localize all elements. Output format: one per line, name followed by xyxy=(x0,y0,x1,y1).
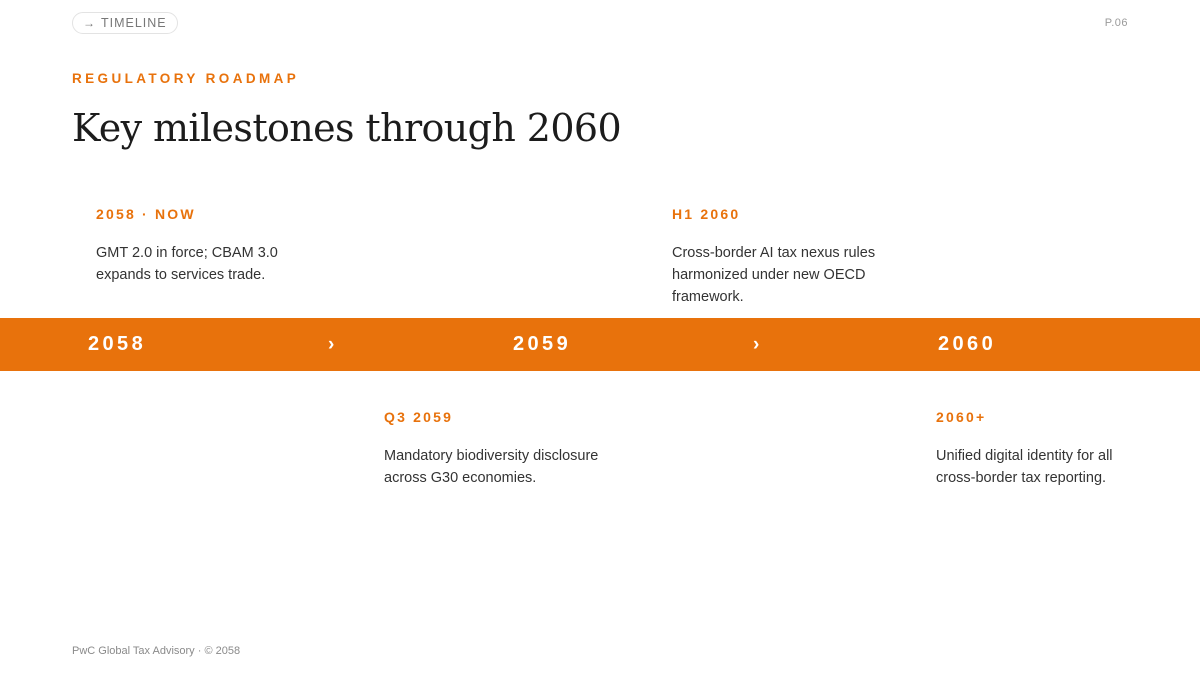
milestone-text: GMT 2.0 in force; CBAM 3.0 expands to se… xyxy=(96,245,278,283)
milestone-text: Cross-border AI tax nexus rules harmoniz… xyxy=(672,245,876,305)
page-title: Key milestones through 2060 xyxy=(72,106,622,150)
milestone-2058-now: 2058 · NOW GMT 2.0 in force; CBAM 3.0 ex… xyxy=(96,205,356,286)
timeline-year-2059: 2059 xyxy=(513,333,572,355)
milestone-text: Unified digital identity for all cross-b… xyxy=(936,448,1113,486)
milestone-text: Mandatory biodiversity disclosure across… xyxy=(384,448,599,486)
arrow-right-icon: → xyxy=(83,16,95,30)
section-label: TIMELINE xyxy=(101,16,167,30)
page-number: P.06 xyxy=(1104,17,1128,29)
milestone-q3-2059: Q3 2059 Mandatory biodiversity disclosur… xyxy=(384,408,644,489)
milestone-label: 2058 · NOW xyxy=(96,206,196,222)
milestone-2060-plus: 2060+ Unified digital identity for all c… xyxy=(936,408,1196,489)
milestone-label: 2060+ xyxy=(936,409,987,425)
section-pill[interactable]: → TIMELINE xyxy=(72,12,178,34)
chevron-right-icon: › xyxy=(753,334,760,355)
milestone-label: H1 2060 xyxy=(672,206,741,222)
timeline-year-2058: 2058 xyxy=(88,333,147,355)
timeline-year-2060: 2060 xyxy=(938,333,997,355)
timeline-band: 2058 › 2059 › 2060 xyxy=(0,318,1200,371)
eyebrow: REGULATORY ROADMAP xyxy=(72,71,300,86)
footer-credit: PwC Global Tax Advisory · © 2058 xyxy=(72,645,241,657)
milestone-h1-2060: H1 2060 Cross-border AI tax nexus rules … xyxy=(672,205,932,308)
chevron-right-icon: › xyxy=(328,334,335,355)
milestone-label: Q3 2059 xyxy=(384,409,454,425)
